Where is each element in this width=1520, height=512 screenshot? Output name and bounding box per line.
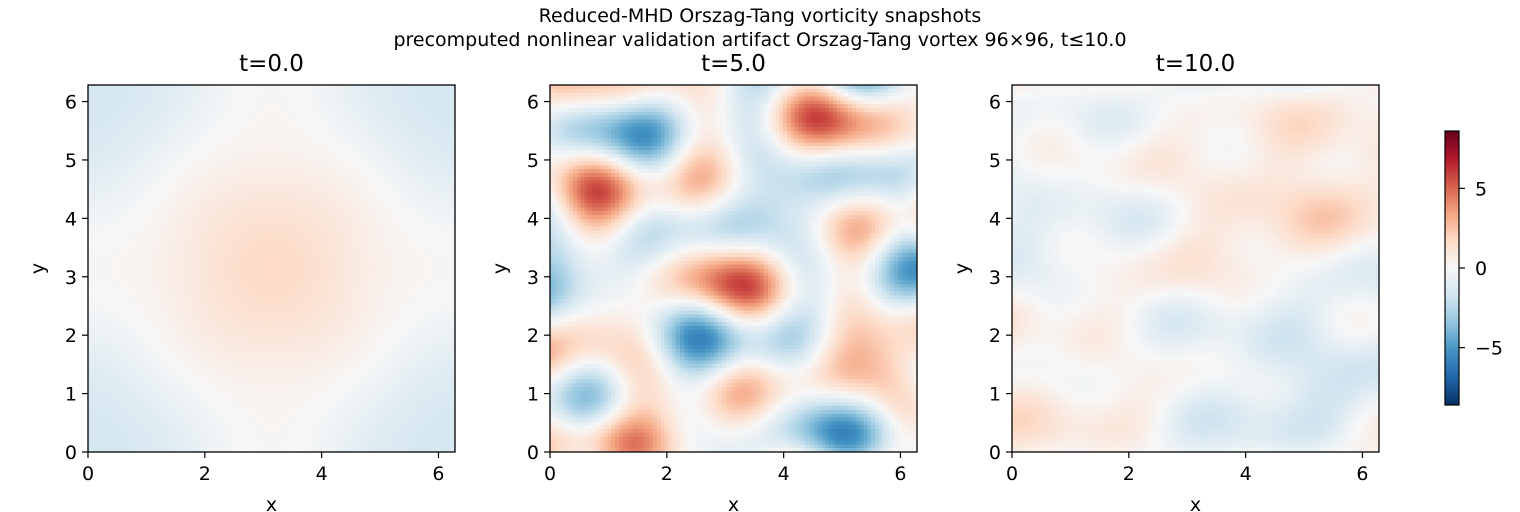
panel-t10: t=10.0 0 2 4 6 0 1 2 3 4 5 6 x y xyxy=(951,51,1380,512)
y-tick-label: 4 xyxy=(65,208,77,230)
y-tick-label: 0 xyxy=(65,442,77,464)
colorbar-tick-label: 5 xyxy=(1475,178,1487,200)
x-tick-label: 6 xyxy=(894,463,906,485)
x-tick-label: 2 xyxy=(1123,463,1135,485)
x-tick-label: 2 xyxy=(199,463,211,485)
y-tick-label: 2 xyxy=(65,325,77,347)
axes-frame xyxy=(549,84,918,453)
vorticity-heatmap xyxy=(1012,85,1379,452)
y-tick-label: 1 xyxy=(989,384,1001,406)
y-tick-label: 2 xyxy=(527,325,539,347)
y-tick-label: 0 xyxy=(527,442,539,464)
x-tick-label: 0 xyxy=(82,463,94,485)
panel-t0: t=0.0 0 2 4 6 0 1 2 3 4 5 6 x y xyxy=(27,51,456,512)
axis-ticks: 0 2 4 6 0 1 2 3 4 5 6 xyxy=(527,92,907,485)
colorbar-gradient xyxy=(1445,131,1459,405)
x-axis-label: x xyxy=(1190,494,1201,512)
y-tick-label: 4 xyxy=(527,208,539,230)
suptitle-line-1: Reduced-MHD Orszag-Tang vorticity snapsh… xyxy=(539,5,982,27)
colorbar-ticks: 5 0 −5 xyxy=(1459,178,1503,360)
axes-frame xyxy=(1011,84,1380,453)
x-tick-label: 6 xyxy=(432,463,444,485)
panel-t5: t=5.0 0 2 4 6 0 1 2 3 4 5 6 x y xyxy=(489,51,918,512)
x-tick-label: 0 xyxy=(1006,463,1018,485)
x-axis-label: x xyxy=(266,494,277,512)
y-tick-label: 2 xyxy=(989,325,1001,347)
y-tick-label: 5 xyxy=(989,150,1001,172)
y-tick-label: 3 xyxy=(65,267,77,289)
y-tick-label: 3 xyxy=(989,267,1001,289)
y-tick-label: 5 xyxy=(527,150,539,172)
x-tick-label: 2 xyxy=(661,463,673,485)
axis-ticks: 0 2 4 6 0 1 2 3 4 5 6 xyxy=(989,92,1369,485)
vorticity-heatmap xyxy=(550,85,917,452)
colorbar: 5 0 −5 xyxy=(1444,130,1503,406)
y-tick-label: 5 xyxy=(65,150,77,172)
y-tick-label: 0 xyxy=(989,442,1001,464)
x-axis-label: x xyxy=(728,494,739,512)
panel-title: t=10.0 xyxy=(1156,51,1236,77)
axis-ticks: 0 2 4 6 0 1 2 3 4 5 6 xyxy=(65,92,445,485)
colorbar-tick-label: 0 xyxy=(1475,258,1487,280)
axes-frame xyxy=(87,84,456,453)
x-tick-label: 4 xyxy=(1240,463,1252,485)
x-tick-label: 4 xyxy=(778,463,790,485)
colorbar-tick-label: −5 xyxy=(1475,338,1503,360)
x-tick-label: 4 xyxy=(316,463,328,485)
y-tick-label: 1 xyxy=(527,384,539,406)
y-tick-label: 6 xyxy=(989,92,1001,114)
y-axis-label: y xyxy=(27,263,49,274)
x-tick-label: 0 xyxy=(544,463,556,485)
panel-title: t=5.0 xyxy=(701,51,766,77)
y-tick-label: 1 xyxy=(65,384,77,406)
x-tick-label: 6 xyxy=(1356,463,1368,485)
panel-title: t=0.0 xyxy=(239,51,304,77)
y-axis-label: y xyxy=(951,263,973,274)
y-tick-label: 4 xyxy=(989,208,1001,230)
y-tick-label: 6 xyxy=(527,92,539,114)
suptitle-line-2: precomputed nonlinear validation artifac… xyxy=(393,29,1126,51)
y-axis-label: y xyxy=(489,263,511,274)
y-tick-label: 6 xyxy=(65,92,77,114)
y-tick-label: 3 xyxy=(527,267,539,289)
vorticity-heatmap xyxy=(88,85,455,452)
